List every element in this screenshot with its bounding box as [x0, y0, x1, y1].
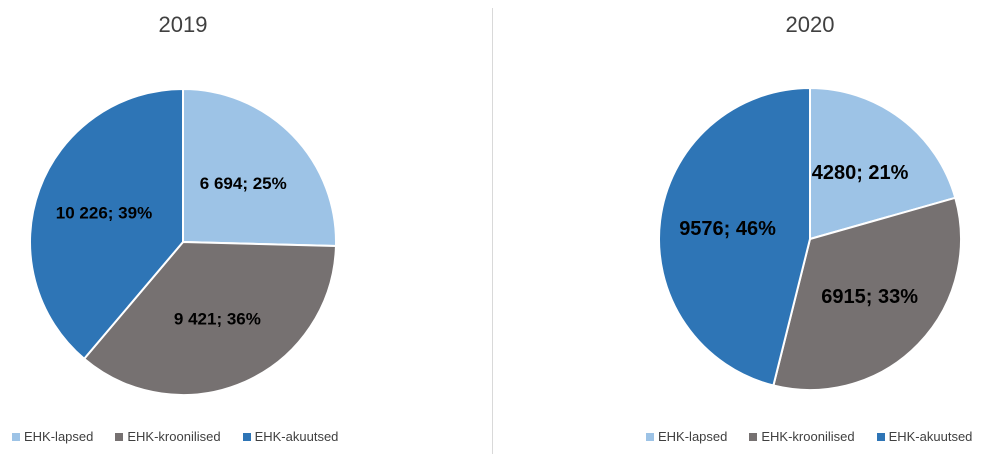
data-label-kroonilised: 6915; 33%	[821, 286, 918, 308]
pie-slice-lapsed	[809, 86, 957, 241]
legend-item-kroonilised: EHK-kroonilised	[749, 429, 855, 444]
legend-item-akuutsed: EHK-akuutsed	[242, 429, 339, 444]
legend-swatch	[646, 432, 654, 441]
legend-swatch	[242, 432, 251, 441]
legend-label: EHK-akuutsed	[888, 429, 973, 444]
legend: EHK-lapsed EHK-kroonilised EHK-akuutsed	[12, 429, 338, 444]
legend-label: EHK-kroonilised	[761, 429, 855, 444]
pie-2019-plot: 6 694; 25% 9 421; 36% 10 226; 39%	[29, 87, 337, 396]
pie-slice-akuutsed	[29, 87, 184, 361]
pie-2020-plot: 4280; 21% 6915; 33% 9576; 46%	[658, 86, 962, 391]
legend-label: EHK-lapsed	[658, 429, 728, 444]
legend-swatch	[115, 432, 124, 441]
legend-item-lapsed: EHK-lapsed	[646, 429, 727, 444]
legend-swatch	[12, 432, 20, 441]
pie-slice-kroonilised	[772, 196, 962, 391]
data-label-kroonilised: 9 421; 36%	[174, 309, 261, 328]
legend-label: EHK-lapsed	[24, 429, 94, 444]
legend-label: EHK-kroonilised	[127, 429, 221, 444]
data-label-lapsed: 6 694; 25%	[200, 174, 287, 193]
data-label-lapsed: 4280; 21%	[812, 162, 909, 184]
pie-chart-2020: 2020 4280; 21% 6915; 33% 9576; 46% EHK-lap…	[496, 0, 987, 461]
legend: EHK-lapsed EHK-kroonilised EHK-akuutsed	[646, 429, 972, 444]
legend-swatch	[876, 432, 885, 441]
legend-label: EHK-akuutsed	[254, 429, 339, 444]
pie-chart-2019: 2019 6 694; 25% 9 421; 36% 10 226; 39% EHK…	[0, 0, 490, 461]
data-label-akuutsed: 10 226; 39%	[56, 204, 152, 223]
data-label-akuutsed: 9576; 46%	[679, 218, 776, 240]
chart-title: 2020	[785, 12, 835, 37]
legend-item-lapsed: EHK-lapsed	[12, 429, 93, 444]
panel-divider	[492, 8, 493, 454]
legend-item-kroonilised: EHK-kroonilised	[115, 429, 221, 444]
legend-item-akuutsed: EHK-akuutsed	[876, 429, 973, 444]
pie-slice-kroonilised	[82, 240, 337, 396]
chart-title: 2019	[158, 12, 208, 37]
pie-slice-lapsed	[182, 87, 337, 247]
pie-slice-akuutsed	[658, 86, 811, 387]
legend-swatch	[749, 432, 758, 441]
